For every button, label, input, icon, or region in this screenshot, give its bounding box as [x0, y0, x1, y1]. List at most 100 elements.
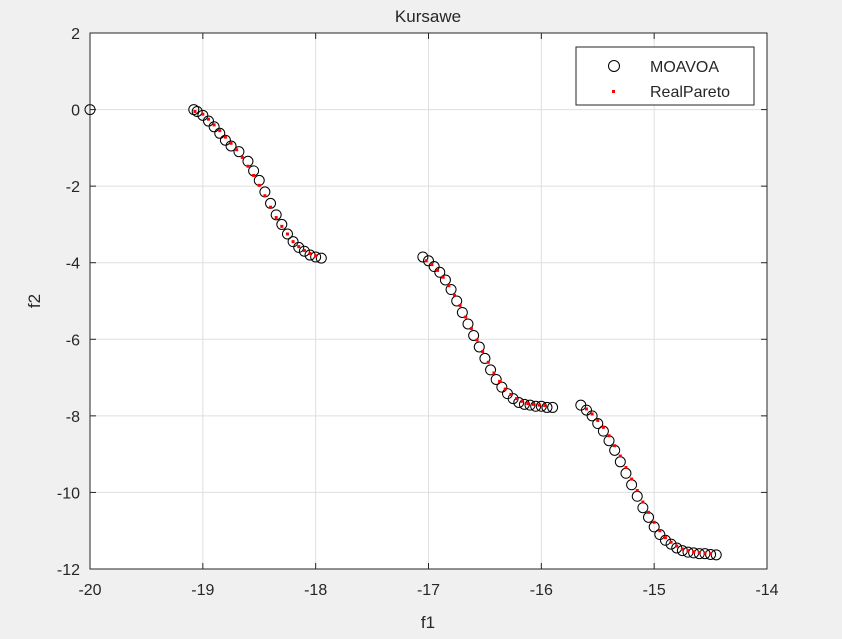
moavoa-point — [298, 245, 310, 257]
moavoa-point — [214, 127, 226, 139]
realpareto-point — [274, 216, 278, 220]
moavoa-point — [524, 399, 536, 411]
realpareto-point — [263, 194, 267, 198]
realpareto-point — [697, 551, 701, 555]
legend-marker-realpareto — [612, 90, 615, 93]
moavoa-point — [219, 134, 231, 146]
moavoa-point — [507, 393, 519, 405]
moavoa-point — [496, 381, 508, 393]
moavoa-point — [485, 364, 497, 376]
realpareto-point — [703, 551, 707, 555]
moavoa-point — [490, 373, 502, 385]
realpareto-point — [229, 141, 233, 145]
realpareto-point — [481, 350, 485, 354]
moavoa-point — [580, 404, 592, 416]
moavoa-point — [445, 284, 457, 296]
moavoa-point — [518, 398, 530, 410]
realpareto-point — [246, 164, 250, 168]
moavoa-point — [659, 534, 671, 546]
moavoa-point — [270, 209, 282, 221]
realpareto-point — [441, 275, 445, 279]
legend-label-moavoa: MOAVOA — [650, 59, 719, 76]
realpareto-point — [436, 268, 440, 272]
realpareto-point — [624, 466, 628, 470]
moavoa-point — [462, 318, 474, 330]
moavoa-point — [665, 538, 677, 550]
realpareto-point — [240, 155, 244, 159]
realpareto-point — [709, 552, 713, 556]
realpareto-point — [596, 418, 600, 422]
moavoa-point — [287, 236, 299, 248]
legend-label-realpareto: RealPareto — [650, 84, 730, 101]
y-tick-label: 0 — [71, 103, 80, 120]
realpareto-point — [285, 232, 289, 236]
moavoa-point — [417, 251, 429, 263]
y-tick-label: -10 — [57, 485, 80, 502]
realpareto-point — [475, 338, 479, 342]
realpareto-point — [201, 112, 205, 116]
realpareto-point — [464, 315, 468, 319]
moavoa-point — [468, 329, 480, 341]
moavoa-point — [434, 266, 446, 278]
realpareto-point — [520, 399, 524, 403]
realpareto-point — [302, 248, 306, 252]
realpareto-point — [469, 327, 473, 331]
realpareto-point — [543, 404, 547, 408]
moavoa-point — [530, 400, 542, 412]
y-tick-label: -8 — [66, 409, 80, 426]
moavoa-point — [705, 548, 717, 560]
moavoa-point — [535, 400, 547, 412]
realpareto-point — [658, 529, 662, 533]
x-tick-label: -20 — [78, 582, 101, 599]
moavoa-point — [225, 140, 237, 152]
realpareto-point — [675, 544, 679, 548]
realpareto-point — [503, 387, 507, 391]
moavoa-point — [197, 109, 209, 121]
realpareto-point — [218, 129, 222, 133]
realpareto-point — [269, 205, 273, 209]
realpareto-point — [509, 392, 513, 396]
x-axis-label: f1 — [421, 613, 435, 632]
realpareto-point — [291, 240, 295, 244]
moavoa-point — [439, 274, 451, 286]
realpareto-point — [297, 245, 301, 249]
realpareto-point — [680, 547, 684, 551]
moavoa-point — [586, 410, 598, 422]
realpareto-point — [618, 454, 622, 458]
moavoa-point — [456, 306, 468, 318]
realpareto-point — [193, 109, 197, 113]
realpareto-point — [652, 520, 656, 524]
realpareto-point — [314, 254, 318, 258]
legend: MOAVOA RealPareto — [575, 46, 755, 106]
realpareto-point — [257, 183, 261, 187]
x-tick-label: -19 — [191, 582, 214, 599]
y-tick-label: -2 — [66, 179, 80, 196]
moavoa-point — [208, 121, 220, 133]
realpareto-point — [430, 263, 434, 267]
moavoa-point — [293, 241, 305, 253]
realpareto-point — [492, 371, 496, 375]
realpareto-point — [590, 412, 594, 416]
y-tick-label: -12 — [57, 562, 80, 579]
realpareto-point — [686, 549, 690, 553]
legend-marker-moavoa — [608, 60, 620, 72]
moavoa-point — [513, 396, 525, 408]
x-tick-label: -18 — [304, 582, 327, 599]
realpareto-point — [663, 536, 667, 540]
realpareto-point — [212, 123, 216, 127]
realpareto-point — [515, 397, 519, 401]
moavoa-point — [547, 401, 559, 413]
realpareto-point — [252, 173, 256, 177]
realpareto-point — [223, 135, 227, 139]
realpareto-point — [647, 510, 651, 514]
realpareto-point — [613, 444, 617, 448]
moavoa-point — [315, 252, 327, 264]
realpareto-point — [635, 489, 639, 493]
realpareto-point — [526, 402, 530, 406]
realpareto-point — [584, 407, 588, 411]
realpareto-point — [601, 425, 605, 429]
moavoa-point — [276, 218, 288, 230]
realpareto-point — [486, 360, 490, 364]
moavoa-point — [233, 146, 245, 158]
